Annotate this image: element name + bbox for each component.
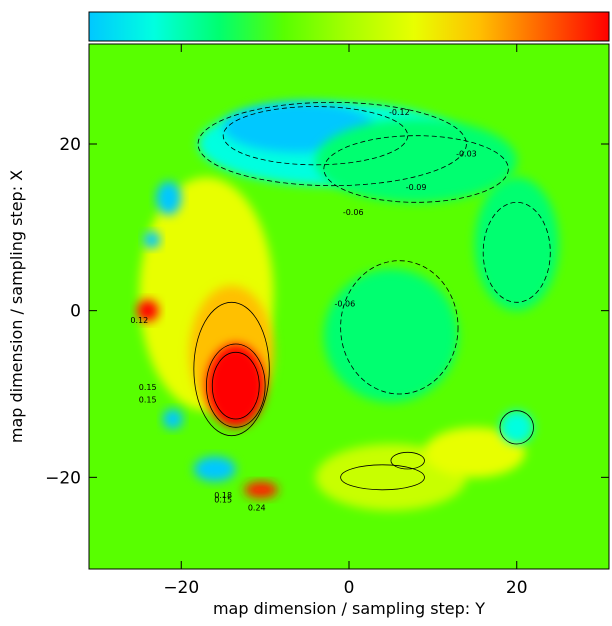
lower-right-yellow-region [424, 427, 526, 478]
contour-line-9 [499, 410, 534, 445]
contour-line-1 [206, 343, 266, 428]
bottom-red-spot [244, 481, 278, 499]
x-tick-label: 20 [506, 578, 528, 598]
contour-label-4: -0.09 [406, 183, 427, 192]
contour-line-4 [222, 106, 409, 166]
left-edge-blue-spot [156, 181, 182, 215]
contour-line-2 [211, 351, 260, 420]
x-tick-label: −20 [163, 578, 199, 598]
contour-label-layer: -0.12-0.03-0.06-0.06-0.090.120.150.150.1… [130, 108, 476, 513]
contour-label-9: 0.15 [214, 495, 232, 504]
x-axis: −20 0 20 [163, 44, 528, 598]
plot-area [89, 44, 609, 569]
left-lower-blue-spot [162, 409, 183, 429]
contour-label-7: 0.15 [139, 395, 157, 404]
contour-label-3: -0.06 [334, 300, 355, 309]
contour-line-6 [340, 260, 459, 395]
colorbar [88, 11, 610, 42]
contour-layer [193, 101, 551, 491]
contour-line-10 [390, 451, 425, 470]
x-axis-title: map dimension / sampling step: Y [213, 599, 485, 618]
right-lower-cyan-spot [499, 410, 534, 445]
contour-label-1: -0.03 [456, 150, 477, 159]
contour-line-0 [193, 301, 270, 437]
contour-label-5: 0.12 [130, 316, 148, 325]
contour-label-0: -0.12 [389, 108, 410, 117]
red-peak-region [206, 344, 266, 428]
contour-label-2: -0.06 [343, 208, 364, 217]
y-tick-label: 0 [70, 302, 81, 322]
y-axis: −20 0 20 [45, 135, 609, 488]
contour-label-6: 0.15 [139, 383, 157, 392]
lower-left-blue-spot [193, 456, 236, 482]
upper-right-cyan-region [315, 119, 517, 203]
center-cyan-region [323, 269, 459, 403]
left-edge-blue-spot-2 [143, 231, 161, 249]
contour-line-7 [482, 201, 551, 303]
contour-line-8 [340, 464, 425, 491]
y-axis-title: map dimension / sampling step: X [7, 170, 26, 443]
contour-line-5 [323, 135, 509, 203]
x-tick-label: 0 [344, 578, 355, 598]
contour-label-8: 0.18 [214, 491, 232, 500]
contour-line-3 [197, 101, 467, 187]
contour-label-10: 0.24 [248, 504, 266, 513]
edge-red-spot [136, 299, 159, 322]
y-tick-label: −20 [45, 468, 81, 488]
right-cyan-patch [474, 177, 559, 311]
y-tick-label: 20 [59, 135, 81, 155]
